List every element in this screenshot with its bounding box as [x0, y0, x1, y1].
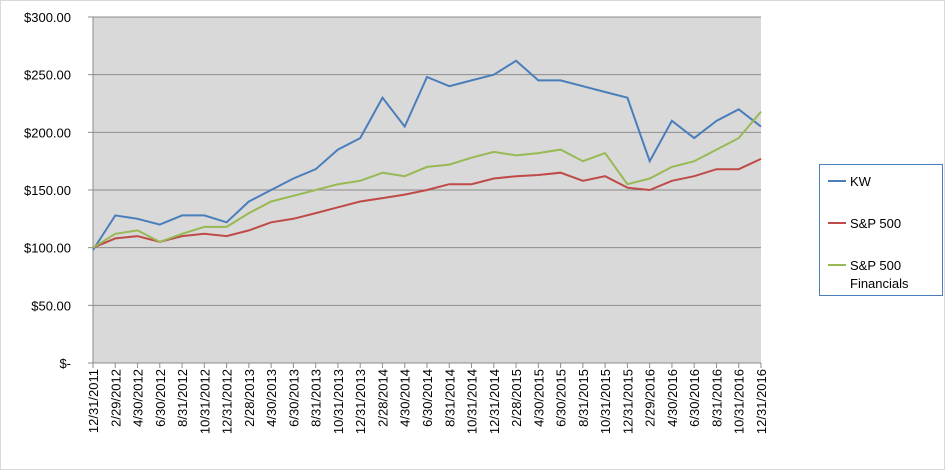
x-tick-label: 10/31/2016 [732, 369, 747, 434]
chart: $- $50.00 $100.00 $150.00 $200.00 $250.00 $300… [24, 10, 769, 434]
x-tick-label: 4/30/2016 [665, 369, 680, 427]
y-tick-label: $200.00 [24, 125, 71, 140]
y-tick-label: $- [59, 356, 71, 371]
x-tick-label: 8/31/2016 [709, 369, 724, 427]
x-tick-label: 12/31/2012 [220, 369, 235, 434]
legend-item: S&P 500 Financials [828, 257, 930, 293]
series-line [92, 157, 762, 249]
x-tick-label: 6/30/2012 [153, 369, 168, 427]
x-tick-label: 4/30/2014 [398, 369, 413, 427]
x-tick-label: 4/30/2013 [264, 369, 279, 427]
series-line [92, 110, 762, 249]
legend-label: S&P 500 Financials [850, 258, 909, 291]
x-tick-label: 2/28/2014 [375, 369, 390, 427]
legend-label: S&P 500 [850, 216, 902, 231]
x-tick-label: 2/28/2015 [509, 369, 524, 427]
x-tick-label: 12/31/2014 [487, 369, 502, 434]
legend-item: KW [828, 173, 930, 191]
legend-item: S&P 500 [828, 215, 930, 233]
x-tick-label: 10/31/2014 [465, 369, 480, 434]
legend-label: KW [850, 174, 871, 189]
x-tick-label: 8/31/2015 [576, 369, 591, 427]
x-tick-label: 8/31/2014 [442, 369, 457, 427]
legend-swatch [828, 222, 846, 224]
x-tick-label: 10/31/2012 [197, 369, 212, 434]
x-tick-label: 6/30/2014 [420, 369, 435, 427]
x-tick-label: 6/30/2015 [554, 369, 569, 427]
y-tick-label: $300.00 [24, 10, 71, 25]
legend: KW S&P 500 S&P 500 Financials [819, 164, 943, 296]
x-tick-label: 2/29/2016 [643, 369, 658, 427]
y-tick-label: $250.00 [24, 68, 71, 83]
x-tick-label: 12/31/2011 [86, 369, 101, 433]
series-line [92, 59, 762, 251]
x-tick-label: 6/30/2016 [687, 369, 702, 427]
x-tick-label: 2/29/2012 [108, 369, 123, 427]
y-tick-label: $150.00 [24, 183, 71, 198]
x-tick-label: 6/30/2013 [286, 369, 301, 427]
x-tick-label: 4/30/2012 [131, 369, 146, 427]
x-tick-label: 10/31/2015 [598, 369, 613, 434]
x-tick-label: 12/31/2015 [620, 369, 635, 434]
legend-swatch [828, 264, 846, 266]
y-tick-label: $50.00 [31, 298, 71, 313]
x-tick-label: 8/31/2013 [309, 369, 324, 427]
x-tick-label: 8/31/2012 [175, 369, 190, 427]
y-tick-label: $100.00 [24, 241, 71, 256]
x-tick-label: 12/31/2013 [353, 369, 368, 434]
legend-swatch [828, 180, 846, 182]
x-tick-label: 4/30/2015 [531, 369, 546, 427]
x-tick-label: 12/31/2016 [754, 369, 769, 434]
x-tick-label: 10/31/2013 [331, 369, 346, 434]
x-tick-label: 2/28/2013 [242, 369, 257, 427]
